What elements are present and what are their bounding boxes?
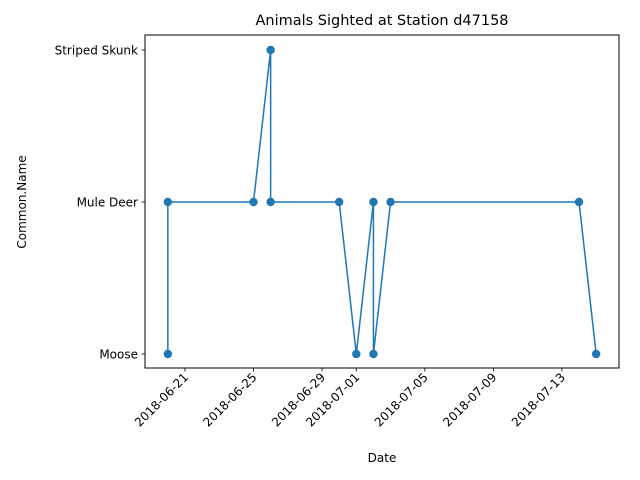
- data-point: [369, 197, 378, 207]
- data-point: [591, 349, 601, 359]
- y-axis-label: Common.Name: [15, 155, 29, 248]
- chart-title: Animals Sighted at Station d47158: [255, 13, 508, 29]
- y-tick-label: Moose: [99, 348, 138, 362]
- x-axis-label: Date: [368, 451, 397, 465]
- data-point: [266, 45, 275, 55]
- data-point: [386, 197, 395, 207]
- data-point: [574, 197, 584, 207]
- data-point: [352, 349, 361, 359]
- data-point: [369, 349, 378, 359]
- data-point: [249, 197, 258, 207]
- axes-frame: [144, 34, 620, 369]
- data-point: [163, 349, 173, 359]
- plot-area: [163, 45, 601, 359]
- y-tick-label: Striped Skunk: [55, 44, 138, 58]
- data-point: [163, 197, 173, 207]
- data-point: [266, 197, 275, 207]
- data-point: [334, 197, 344, 207]
- y-tick-label: Mule Deer: [77, 196, 138, 210]
- series-line: [167, 49, 597, 355]
